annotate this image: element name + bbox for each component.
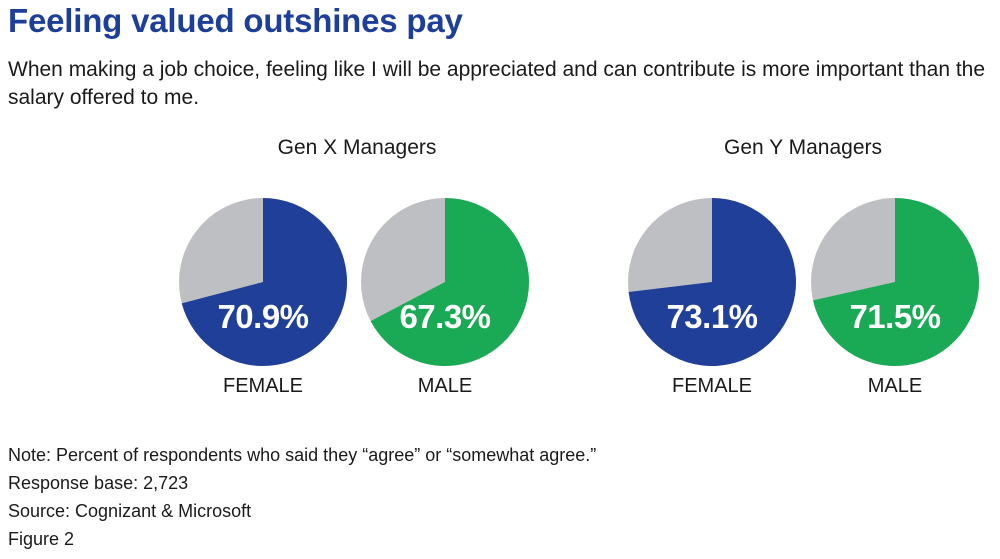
pie-category-label-gen-x-male: MALE [417, 375, 473, 397]
source-text: Source: Cognizant & Microsoft [8, 501, 252, 521]
pie-category-label-gen-y-female: FEMALE [671, 375, 753, 397]
figure-label: Figure 2 [8, 529, 75, 549]
pie-value-slice [370, 198, 529, 366]
footnotes: Note: Percent of respondents who said th… [8, 441, 596, 553]
chart-subtitle: When making a job choice, feeling like I… [8, 58, 986, 109]
pie-value-slice [813, 198, 979, 366]
pie-value-slice [628, 198, 796, 366]
chart-title: Feeling valued outshines pay [8, 2, 463, 39]
pie-gen-y-female: 73.1% [628, 198, 796, 366]
pie-value-label: 70.9% [217, 298, 309, 335]
group-title-gen-x: Gen X Managers [277, 136, 437, 159]
pie-gen-x-female: 70.9% [179, 198, 347, 366]
pie-gen-x-male: 67.3% [361, 198, 529, 366]
note-text: Note: Percent of respondents who said th… [8, 445, 597, 465]
pie-gen-y-male: 71.5% [811, 198, 979, 366]
pie-value-label: 71.5% [849, 298, 941, 335]
pie-value-label: 67.3% [399, 298, 491, 335]
pie-category-label-gen-x-female: FEMALE [222, 375, 304, 397]
pie-value-label: 73.1% [666, 298, 758, 335]
group-title-gen-y: Gen Y Managers [724, 136, 882, 159]
pie-category-label-gen-y-male: MALE [867, 375, 923, 397]
pie-value-slice [181, 198, 347, 366]
response-base: Response base: 2,723 [8, 473, 189, 493]
